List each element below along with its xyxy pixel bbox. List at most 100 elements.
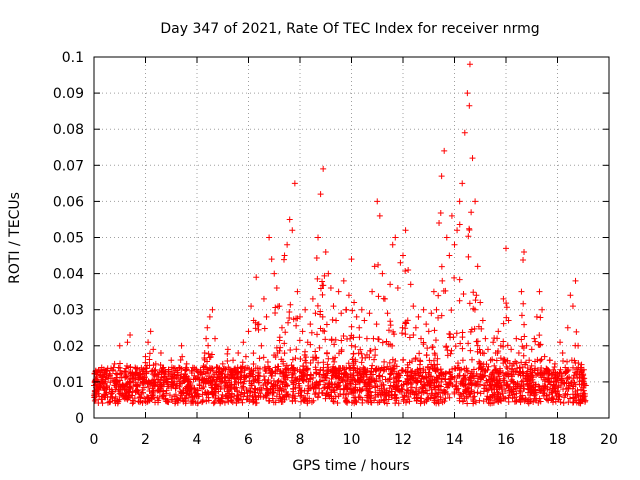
data-point: [483, 386, 490, 393]
data-point: [185, 378, 192, 385]
data-point: [202, 389, 209, 396]
data-point: [180, 397, 187, 404]
data-point: [535, 383, 542, 390]
data-point: [267, 386, 274, 393]
data-point: [240, 384, 247, 391]
data-point: [392, 234, 399, 241]
data-point: [580, 393, 587, 400]
data-point: [182, 367, 189, 374]
data-point: [164, 378, 171, 385]
data-point: [97, 372, 104, 379]
data-point: [450, 334, 457, 341]
data-point: [408, 384, 415, 391]
data-point: [256, 373, 263, 380]
data-point: [411, 391, 418, 398]
data-point: [131, 395, 138, 402]
data-point: [368, 376, 375, 383]
data-point: [317, 285, 324, 292]
data-point: [391, 383, 398, 390]
y-tick-label: 0.07: [53, 158, 84, 174]
data-point: [413, 377, 420, 384]
data-point: [504, 357, 511, 364]
data-point: [225, 384, 232, 391]
data-point: [336, 374, 343, 381]
data-point: [316, 344, 323, 351]
data-point: [473, 338, 480, 345]
data-point: [290, 385, 297, 392]
data-point: [179, 353, 186, 360]
data-point: [485, 396, 492, 403]
data-point: [430, 288, 437, 295]
data-point: [383, 338, 390, 345]
data-point: [441, 398, 448, 405]
data-point: [317, 325, 324, 332]
data-point: [268, 256, 275, 263]
data-point: [182, 377, 189, 384]
data-point: [302, 306, 309, 313]
data-point: [296, 384, 303, 391]
data-point: [168, 396, 175, 403]
data-point: [487, 357, 494, 364]
data-point: [578, 381, 585, 388]
data-point: [285, 369, 292, 376]
data-point: [112, 393, 119, 400]
data-points: [91, 61, 589, 407]
data-point: [272, 370, 279, 377]
data-point: [454, 227, 461, 234]
data-point: [479, 317, 486, 324]
data-point: [405, 393, 412, 400]
data-point: [379, 270, 386, 277]
data-point: [557, 379, 564, 386]
data-point: [256, 355, 263, 362]
data-point: [255, 321, 262, 328]
data-point: [260, 393, 267, 400]
y-tick-label: 0.04: [53, 267, 84, 283]
data-point: [358, 350, 365, 357]
data-point: [474, 348, 481, 355]
data-point: [466, 61, 473, 68]
data-point: [127, 331, 134, 338]
data-point: [545, 397, 552, 404]
data-point: [284, 391, 291, 398]
data-point: [199, 399, 206, 406]
data-point: [314, 382, 321, 389]
data-point: [192, 388, 199, 395]
data-point: [239, 399, 246, 406]
data-point: [135, 374, 142, 381]
data-point: [423, 351, 430, 358]
data-point: [446, 369, 453, 376]
data-point: [315, 359, 322, 366]
data-point: [380, 367, 387, 374]
data-point: [182, 385, 189, 392]
data-point: [531, 392, 538, 399]
data-point: [431, 399, 438, 406]
data-point: [281, 396, 288, 403]
data-point: [355, 350, 362, 357]
data-point: [343, 397, 350, 404]
data-point: [451, 274, 458, 281]
data-point: [574, 387, 581, 394]
data-point: [345, 360, 352, 367]
data-point: [487, 382, 494, 389]
data-point: [155, 386, 162, 393]
data-point: [393, 375, 400, 382]
data-point: [372, 346, 379, 353]
data-point: [107, 372, 114, 379]
data-point: [423, 396, 430, 403]
data-point: [566, 373, 573, 380]
data-point: [500, 356, 507, 363]
data-point: [467, 328, 474, 335]
data-point: [561, 394, 568, 401]
data-point: [551, 364, 558, 371]
data-point: [521, 248, 528, 255]
data-point: [465, 253, 472, 260]
data-point: [348, 256, 355, 263]
data-point: [117, 391, 124, 398]
data-point: [286, 315, 293, 322]
data-point: [564, 385, 571, 392]
x-tick-label: 18: [549, 432, 567, 448]
data-point: [270, 382, 277, 389]
data-point: [109, 395, 116, 402]
x-tick-label: 6: [244, 432, 253, 448]
data-point: [518, 288, 525, 295]
